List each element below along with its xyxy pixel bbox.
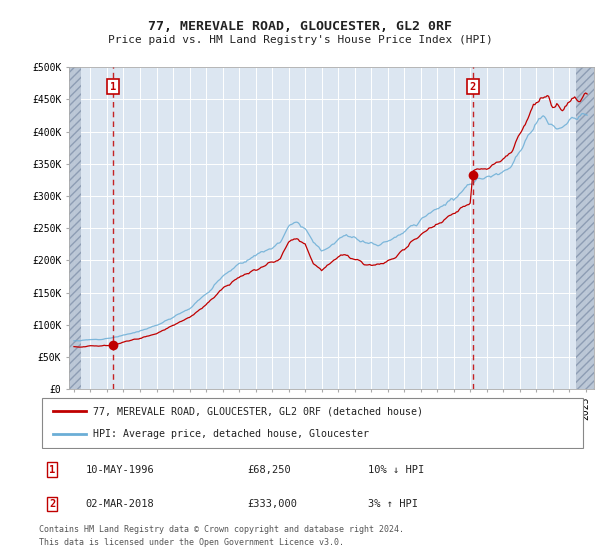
- Text: Price paid vs. HM Land Registry's House Price Index (HPI): Price paid vs. HM Land Registry's House …: [107, 35, 493, 45]
- Text: 1: 1: [49, 465, 55, 475]
- Bar: [576, 67, 594, 389]
- Text: HPI: Average price, detached house, Gloucester: HPI: Average price, detached house, Glou…: [93, 430, 369, 440]
- Text: Contains HM Land Registry data © Crown copyright and database right 2024.: Contains HM Land Registry data © Crown c…: [39, 525, 404, 534]
- Text: 10% ↓ HPI: 10% ↓ HPI: [368, 465, 425, 475]
- Text: £333,000: £333,000: [248, 499, 298, 509]
- FancyBboxPatch shape: [42, 398, 583, 447]
- Text: This data is licensed under the Open Government Licence v3.0.: This data is licensed under the Open Gov…: [39, 538, 344, 547]
- Text: 77, MEREVALE ROAD, GLOUCESTER, GL2 0RF: 77, MEREVALE ROAD, GLOUCESTER, GL2 0RF: [148, 20, 452, 33]
- Text: 2: 2: [49, 499, 55, 509]
- Text: £68,250: £68,250: [248, 465, 292, 475]
- Text: 10-MAY-1996: 10-MAY-1996: [86, 465, 154, 475]
- Text: 77, MEREVALE ROAD, GLOUCESTER, GL2 0RF (detached house): 77, MEREVALE ROAD, GLOUCESTER, GL2 0RF (…: [93, 406, 423, 416]
- Text: 2: 2: [470, 82, 476, 92]
- Text: 1: 1: [110, 82, 116, 92]
- Bar: [69, 67, 81, 389]
- Text: 02-MAR-2018: 02-MAR-2018: [86, 499, 154, 509]
- Text: 3% ↑ HPI: 3% ↑ HPI: [368, 499, 418, 509]
